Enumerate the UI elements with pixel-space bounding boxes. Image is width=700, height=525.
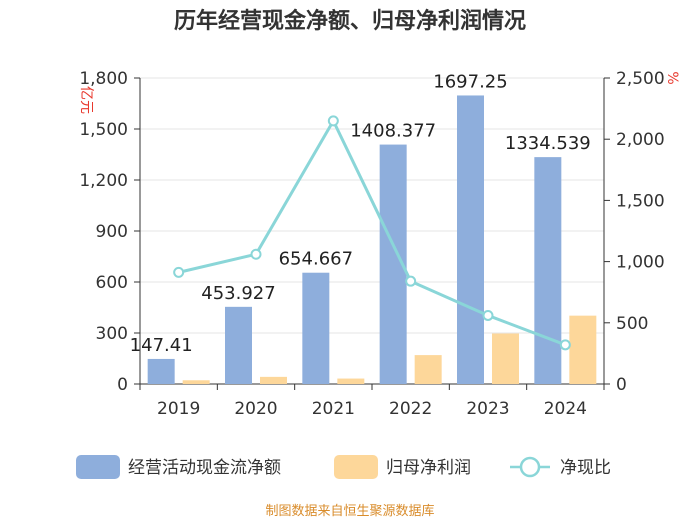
bar-net-profit: [492, 333, 519, 384]
x-tick-label: 2021: [312, 399, 355, 419]
legend-marker-cash-ratio[interactable]: [519, 456, 541, 478]
bar-operating-cashflow: [147, 358, 175, 384]
bar-net-profit: [260, 376, 287, 384]
x-tick-label: 2023: [466, 399, 509, 419]
line-point: [327, 115, 339, 127]
y-left-tick-label: 900: [96, 222, 128, 242]
y-right-unit: %: [664, 71, 680, 84]
line-cash-ratio: [178, 117, 566, 347]
x-tick-label: 2022: [389, 399, 432, 419]
y-left-tick-label: 600: [96, 273, 128, 293]
bar-net-profit: [569, 315, 597, 384]
line-series: [173, 115, 571, 351]
line-point: [250, 248, 262, 260]
bar-net-profit: [337, 378, 365, 384]
legend-label-net-profit[interactable]: 归母净利润: [386, 458, 471, 478]
line-point: [482, 309, 494, 321]
y-right-tick-label: 0: [616, 375, 627, 395]
bar-operating-cashflow: [534, 157, 562, 384]
y-right-tick-label: 500: [616, 314, 648, 334]
x-tick-label: 2020: [234, 399, 277, 419]
data-label: 1334.539: [505, 133, 591, 154]
data-label: 1697.25: [433, 71, 507, 92]
data-label: 1408.377: [350, 121, 436, 142]
legend-label-cash-ratio[interactable]: 净现比: [560, 458, 611, 478]
bar-net-profit: [182, 380, 210, 384]
bars: [147, 95, 597, 384]
data-label: 453.927: [201, 283, 275, 304]
y-left-tick-label: 1,200: [79, 171, 128, 191]
y-right-tick-label: 2,000: [616, 130, 665, 150]
legend-swatch-operating-cashflow[interactable]: [76, 455, 120, 479]
x-tick-label: 2019: [157, 399, 200, 419]
y-left-tick-label: 300: [96, 324, 128, 344]
legend-swatch-net-profit[interactable]: [334, 455, 378, 479]
y-left-tick-label: 1,500: [79, 120, 128, 140]
bar-operating-cashflow: [302, 272, 330, 384]
y-left-unit: 亿元: [78, 86, 94, 114]
y-right-tick-label: 1,000: [616, 253, 665, 273]
line-point: [405, 275, 417, 287]
data-label: 147.41: [130, 335, 193, 356]
source-note: 制图数据来自恒生聚源数据库: [265, 503, 434, 519]
bar-operating-cashflow: [457, 95, 484, 384]
y-left-tick-label: 1,800: [79, 69, 128, 89]
line-point: [559, 339, 571, 351]
bar-operating-cashflow: [225, 306, 252, 384]
grid: [140, 77, 604, 334]
y-left-tick-label: 0: [117, 375, 128, 395]
chart-title: 历年经营现金净额、归母净利润情况: [174, 8, 526, 34]
x-tick-label: 2024: [544, 399, 587, 419]
data-label: 654.667: [279, 249, 353, 270]
axes: 0 300 600 900 1,200 1,500 1,800 0 500 1,000 1,500 2…: [78, 69, 680, 419]
legend-label-operating-cashflow[interactable]: 经营活动现金流净额: [128, 458, 281, 478]
legend[interactable]: 经营活动现金流净额 归母净利润 净现比: [76, 455, 611, 479]
y-right-tick-label: 2,500: [616, 69, 665, 89]
y-right-tick-label: 1,500: [616, 191, 665, 211]
bar-net-profit: [414, 355, 442, 384]
line-point: [173, 266, 185, 278]
